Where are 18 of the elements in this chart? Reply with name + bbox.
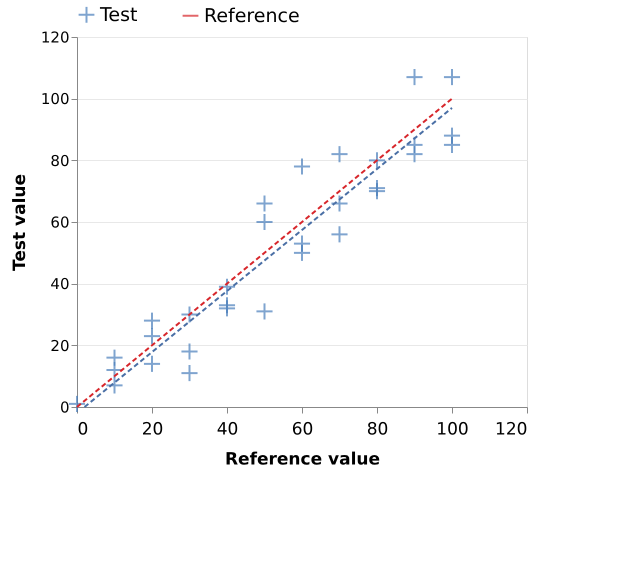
legend-label: Reference [204,4,300,27]
x-tick-label: 60 [292,420,314,440]
x-tick-label: 80 [366,420,388,440]
y-tick-label: 80 [50,152,70,170]
y-axis-title: Test value [10,174,30,272]
legend-label: Test [99,4,138,26]
y-tick-label: 20 [50,336,70,355]
y-tick-label: 0 [60,398,70,416]
x-tick-label: 40 [216,420,238,440]
x-tick-label: 120 [495,420,528,440]
y-tick-label: 40 [50,275,70,294]
x-axis-title: Reference value [224,450,380,470]
x-tick-label: 0 [78,420,88,440]
y-tick-label: 100 [40,90,70,108]
x-tick-label: 20 [142,420,164,440]
y-tick-label: 120 [40,28,70,46]
x-tick-label: 100 [436,420,469,440]
y-tick-label: 60 [50,214,70,232]
